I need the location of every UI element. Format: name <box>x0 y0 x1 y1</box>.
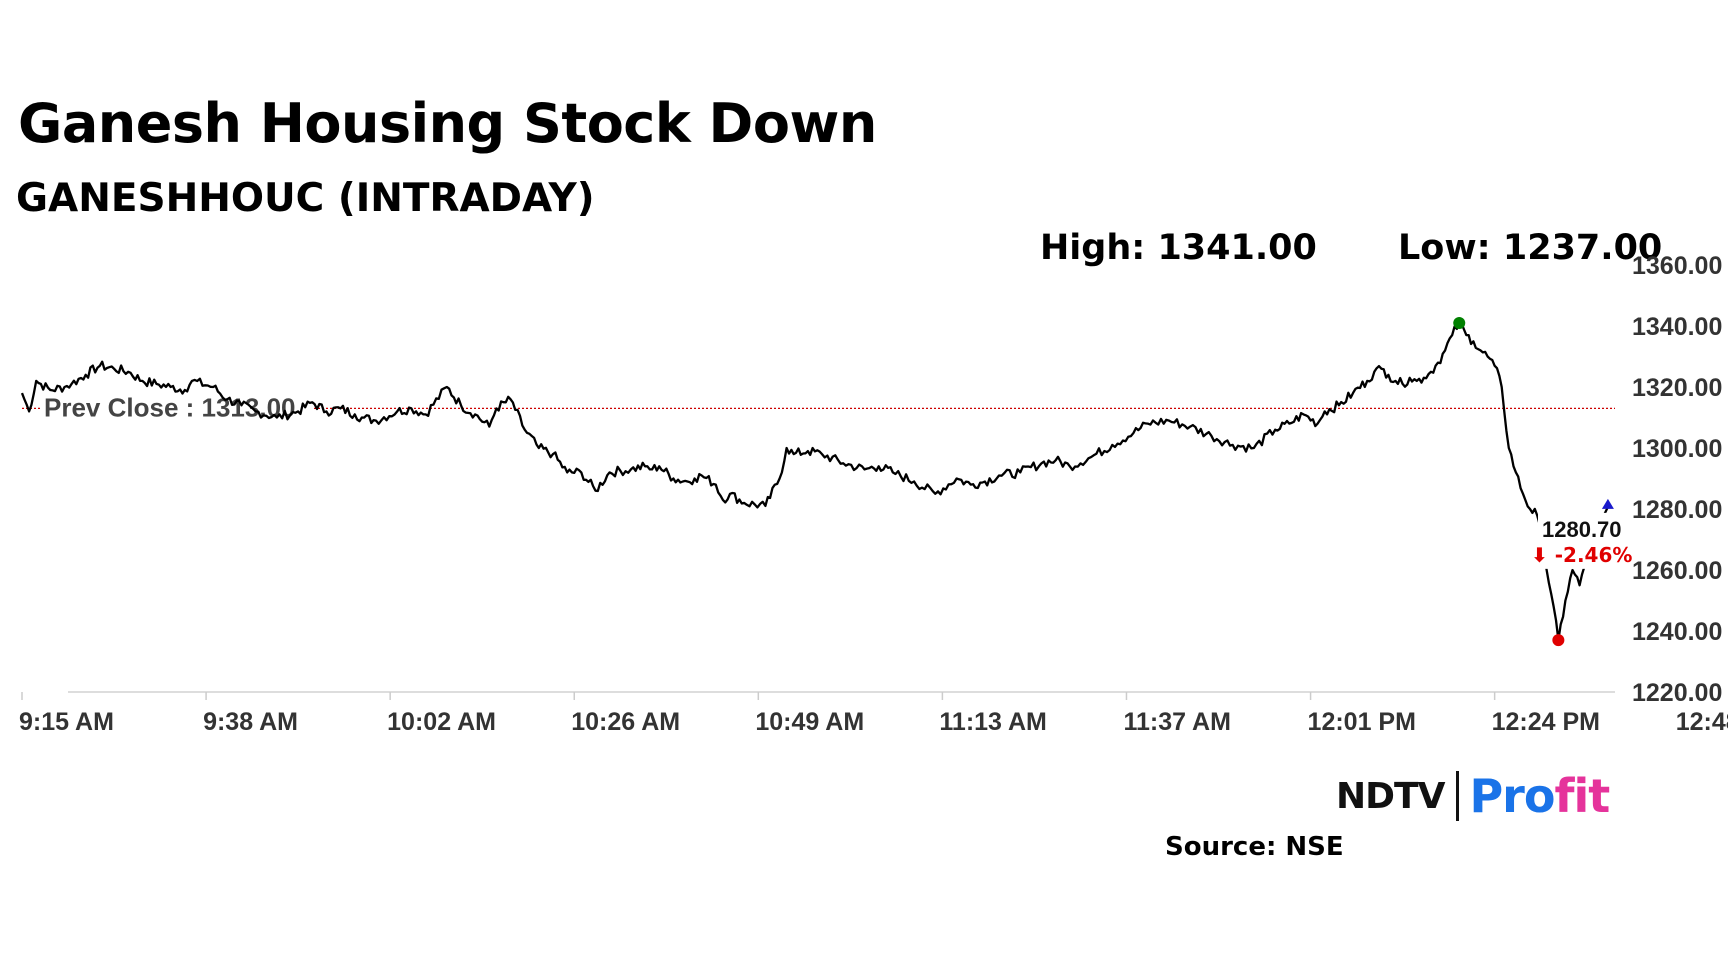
chart-subtitle: GANESHHOUC (INTRADAY) <box>16 176 595 221</box>
x-tick-label: 12:24 PM <box>1492 708 1600 736</box>
day-low-label: Low: 1237.00 <box>1398 228 1663 268</box>
logo-ndtv-text: NDTV <box>1336 775 1445 817</box>
logo-separator <box>1456 771 1460 821</box>
ndtv-profit-logo: NDTV Profit <box>1336 769 1610 823</box>
change-percent-label: ⬇ -2.46% <box>1531 543 1632 567</box>
day-high-marker <box>1453 316 1466 329</box>
x-tick-label: 12:01 PM <box>1308 708 1416 736</box>
y-tick-label: 1340.00 <box>1632 313 1722 341</box>
logo-profit-part3: fit <box>1554 769 1610 823</box>
x-tick-label: 10:49 AM <box>755 708 864 736</box>
y-tick-label: 1360.00 <box>1632 252 1722 280</box>
last-price-label-bg <box>1538 512 1622 569</box>
y-tick-label: 1300.00 <box>1632 435 1722 463</box>
y-tick-label: 1220.00 <box>1632 679 1722 707</box>
x-tick-label: 10:26 AM <box>571 708 680 736</box>
x-tick-label: 11:13 AM <box>939 708 1046 736</box>
day-high-label: High: 1341.00 <box>1040 228 1317 268</box>
logo-profit-part1: Pr <box>1469 769 1524 823</box>
chart-title: Ganesh Housing Stock Down <box>18 92 877 155</box>
logo-profit-part2: o <box>1523 769 1556 823</box>
x-tick-label: 12:48 PM <box>1676 708 1728 736</box>
y-tick-label: 1240.00 <box>1632 618 1722 646</box>
last-price-label: 1280.70 <box>1542 517 1622 542</box>
y-tick-label: 1280.00 <box>1632 496 1722 524</box>
x-tick-label: 9:38 AM <box>203 708 298 736</box>
logo-profit-text: Profit <box>1469 769 1610 823</box>
price-series-line <box>20 321 1609 642</box>
last-price-marker <box>1601 498 1614 509</box>
x-tick-label: 9:15 AM <box>19 708 114 736</box>
y-tick-label: 1260.00 <box>1632 557 1722 585</box>
day-low-marker <box>1552 634 1565 647</box>
prev-close-label: Prev Close : 1313.00 <box>44 392 296 422</box>
y-tick-label: 1320.00 <box>1632 374 1722 402</box>
source-note: Source: NSE <box>1165 832 1344 862</box>
x-tick-label: 10:02 AM <box>387 708 496 736</box>
x-tick-label: 11:37 AM <box>1123 708 1230 736</box>
